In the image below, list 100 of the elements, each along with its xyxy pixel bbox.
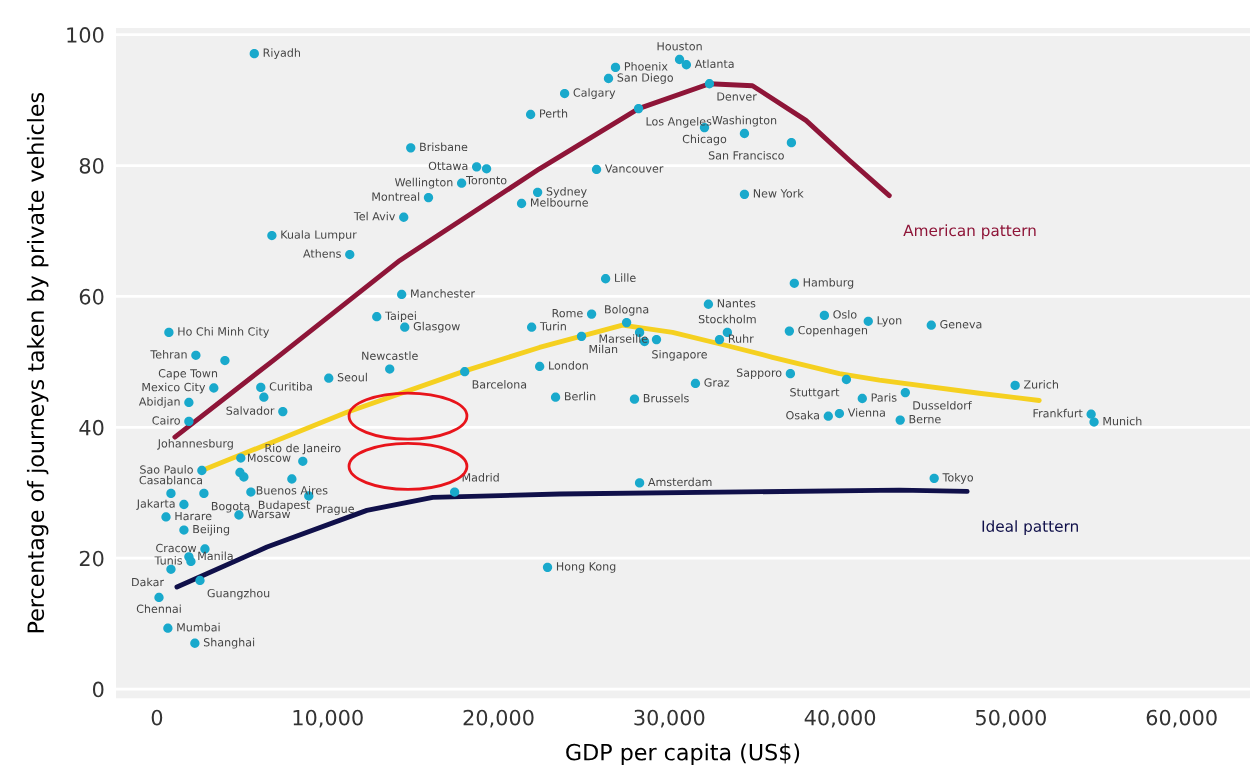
data-label: Los Angeles xyxy=(646,116,712,128)
data-label: Salvador xyxy=(226,406,275,415)
y-tick-label: 0 xyxy=(92,681,104,698)
data-label: Cracow xyxy=(156,543,197,553)
y-tick-label: 60 xyxy=(79,288,104,305)
data-label: Ho Chi Minh City xyxy=(178,327,270,338)
data-label: Hong Kong xyxy=(556,562,616,573)
data-label: Beijing xyxy=(193,524,230,536)
data-label: Houston xyxy=(657,42,702,51)
data-label: Sao Paulo xyxy=(140,465,193,474)
data-label: Glasgow xyxy=(413,321,460,333)
x-tick-label: 0 xyxy=(151,709,163,726)
data-label: Wellington xyxy=(394,177,453,189)
data-label: Hamburg xyxy=(803,277,854,289)
data-label: Turin xyxy=(539,321,566,331)
data-label: Riyadh xyxy=(263,48,300,60)
data-label: Washington xyxy=(712,115,777,127)
data-label: Tokyo xyxy=(942,472,974,484)
data-label: Chennai xyxy=(136,604,181,613)
data-label: Newcastle xyxy=(362,351,418,360)
data-label: Abidjan xyxy=(138,397,180,408)
data-label: Chicago xyxy=(682,134,727,146)
data-label: Curitiba xyxy=(269,382,312,391)
text: American pattern xyxy=(903,224,1036,240)
data-label: Vancouver xyxy=(604,164,664,173)
data-label: Barcelona xyxy=(472,380,527,389)
data-label: Madrid xyxy=(462,472,499,482)
x-tick-label: 40,000 xyxy=(804,709,876,728)
data-label: Seoul xyxy=(337,372,367,382)
data-label: Denver xyxy=(717,92,757,101)
y-tick-label: 20 xyxy=(79,550,104,567)
data-label: Geneva xyxy=(940,320,982,329)
data-label: Osaka xyxy=(786,410,819,420)
data-label: Brussels xyxy=(643,393,689,403)
data-label: Atlanta xyxy=(694,59,734,68)
x-axis-title: GDP per capita (US$) xyxy=(566,743,800,765)
data-label: Harare xyxy=(175,511,212,521)
data-label: Casablanca xyxy=(139,475,202,485)
data-label: Paris xyxy=(871,393,897,402)
data-label: Berne xyxy=(909,415,941,424)
data-label: Singapore xyxy=(652,349,707,361)
data-label: Stuttgart xyxy=(790,388,840,399)
data-label: Copenhagen xyxy=(798,325,868,337)
x-tick-label: 60,000 xyxy=(1146,709,1217,728)
x-tick-label: 20,000 xyxy=(463,709,534,728)
data-label: Lille xyxy=(615,273,636,282)
data-label: Tehran xyxy=(150,349,187,359)
data-label: San Diego xyxy=(617,73,673,84)
data-label: Phoenix xyxy=(624,62,668,71)
x-tick-label: 50,000 xyxy=(976,709,1046,728)
data-label: Milan xyxy=(589,344,618,354)
data-label: Cape Town xyxy=(158,369,218,380)
data-label: San Francisco xyxy=(708,150,784,160)
x-tick-label: 10,000 xyxy=(293,709,363,728)
data-label: Tunis xyxy=(154,556,183,565)
text: Ideal pattern xyxy=(982,520,1078,535)
data-label: Guangzhou xyxy=(207,588,270,600)
data-label: Sapporo xyxy=(736,368,782,380)
data-label: Dakar xyxy=(132,577,165,587)
data-label: Melbourne xyxy=(531,198,588,207)
data-label: Graz xyxy=(704,378,730,387)
data-label: Ottawa xyxy=(428,161,468,171)
data-label: Moscow xyxy=(247,453,291,462)
data-label: Calgary xyxy=(573,88,616,99)
data-label: Brisbane xyxy=(420,142,468,152)
data-label: Ruhr xyxy=(728,334,754,343)
data-label: Perth xyxy=(540,109,568,118)
data-label: Jakarta xyxy=(136,499,175,510)
data-label: Budapest xyxy=(258,500,311,512)
data-label: Nantes xyxy=(717,299,756,308)
data-label: London xyxy=(549,361,588,370)
data-label: Taipei xyxy=(385,311,416,323)
y-tick-label: 100 xyxy=(67,27,104,43)
data-label: Kuala Lumpur xyxy=(281,230,357,241)
data-label: Amsterdam xyxy=(648,477,712,487)
data-label: Dusseldorf xyxy=(913,400,972,410)
data-label: Rome xyxy=(552,309,583,318)
y-axis-title: Percentage of journeys taken by private vehicles xyxy=(26,92,49,633)
data-label: Stockholm xyxy=(698,314,756,324)
x-tick-label: 30,000 xyxy=(634,709,705,728)
data-label: Berlin xyxy=(564,391,596,401)
data-label: New York xyxy=(753,188,804,198)
data-label: Manila xyxy=(198,551,233,561)
data-label: Bologna xyxy=(605,304,649,316)
data-label: Buenos Aires xyxy=(256,485,328,495)
data-label: Vienna xyxy=(847,408,885,417)
data-label: Mumbai xyxy=(177,622,220,632)
data-label: Munich xyxy=(1103,416,1142,426)
data-label: Prague xyxy=(316,504,354,516)
y-tick-label: 80 xyxy=(79,157,104,174)
data-label: Montreal xyxy=(372,192,420,201)
data-label: Mexico City xyxy=(142,382,206,394)
data-label: Tel Aviv xyxy=(353,211,396,221)
data-label: Zurich xyxy=(1023,380,1058,389)
data-label: Toronto xyxy=(466,176,507,185)
data-label: Athens xyxy=(303,249,341,258)
data-label: Rio de Janeiro xyxy=(265,443,341,455)
data-label: Manchester xyxy=(411,289,475,298)
data-label: Johannesburg xyxy=(157,438,233,450)
data-label: Lyon xyxy=(877,316,902,327)
